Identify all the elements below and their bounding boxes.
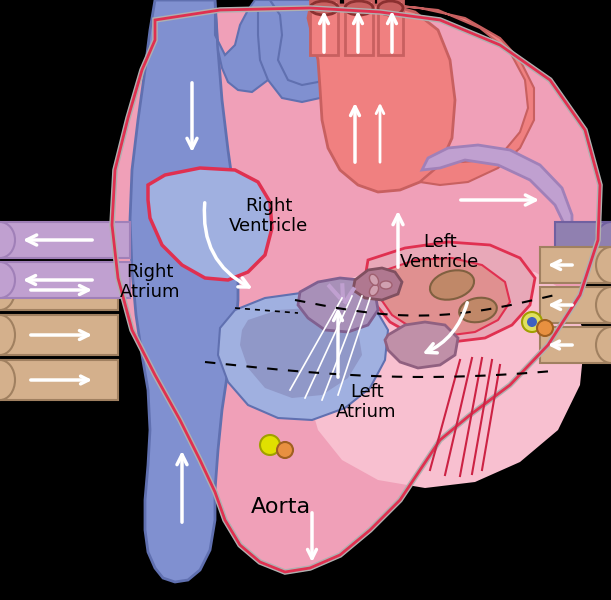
- Polygon shape: [112, 8, 600, 572]
- Polygon shape: [0, 270, 118, 310]
- Ellipse shape: [370, 284, 379, 296]
- Polygon shape: [365, 242, 535, 342]
- Polygon shape: [555, 222, 611, 258]
- Circle shape: [522, 312, 542, 332]
- Ellipse shape: [596, 287, 611, 323]
- Ellipse shape: [459, 298, 497, 322]
- Polygon shape: [540, 327, 611, 363]
- Circle shape: [264, 439, 276, 451]
- Polygon shape: [298, 278, 378, 332]
- Circle shape: [260, 435, 280, 455]
- Ellipse shape: [0, 270, 15, 310]
- Ellipse shape: [0, 315, 15, 355]
- Polygon shape: [378, 0, 403, 55]
- Ellipse shape: [345, 1, 373, 15]
- Ellipse shape: [596, 222, 611, 258]
- Polygon shape: [390, 5, 534, 185]
- Ellipse shape: [0, 222, 15, 258]
- Polygon shape: [0, 262, 130, 298]
- Ellipse shape: [596, 247, 611, 283]
- Ellipse shape: [370, 274, 379, 286]
- Polygon shape: [422, 145, 572, 270]
- Polygon shape: [0, 360, 118, 400]
- Polygon shape: [308, 265, 585, 488]
- Polygon shape: [240, 308, 362, 398]
- Text: Right
Ventricle: Right Ventricle: [229, 197, 309, 235]
- Text: Aorta: Aorta: [251, 497, 311, 517]
- Polygon shape: [248, 0, 348, 102]
- Ellipse shape: [380, 281, 392, 289]
- Polygon shape: [218, 292, 388, 420]
- Polygon shape: [308, 5, 455, 192]
- Polygon shape: [353, 268, 402, 300]
- Polygon shape: [540, 287, 611, 323]
- Circle shape: [277, 442, 293, 458]
- Text: Left
Atrium: Left Atrium: [336, 383, 397, 421]
- Polygon shape: [385, 322, 458, 368]
- Text: Left
Ventricle: Left Ventricle: [400, 233, 480, 271]
- Circle shape: [537, 320, 553, 336]
- Polygon shape: [0, 315, 118, 355]
- Ellipse shape: [378, 1, 403, 15]
- Text: Right
Atrium: Right Atrium: [119, 263, 180, 301]
- Ellipse shape: [0, 262, 15, 298]
- Polygon shape: [345, 0, 373, 55]
- Ellipse shape: [310, 1, 338, 15]
- Polygon shape: [148, 168, 272, 280]
- Ellipse shape: [0, 360, 15, 400]
- Polygon shape: [155, 0, 282, 92]
- Ellipse shape: [596, 327, 611, 363]
- Polygon shape: [130, 0, 238, 582]
- Polygon shape: [310, 0, 338, 55]
- Polygon shape: [0, 222, 130, 258]
- Circle shape: [527, 317, 537, 327]
- Ellipse shape: [430, 270, 474, 300]
- Polygon shape: [540, 247, 611, 283]
- Polygon shape: [375, 258, 510, 336]
